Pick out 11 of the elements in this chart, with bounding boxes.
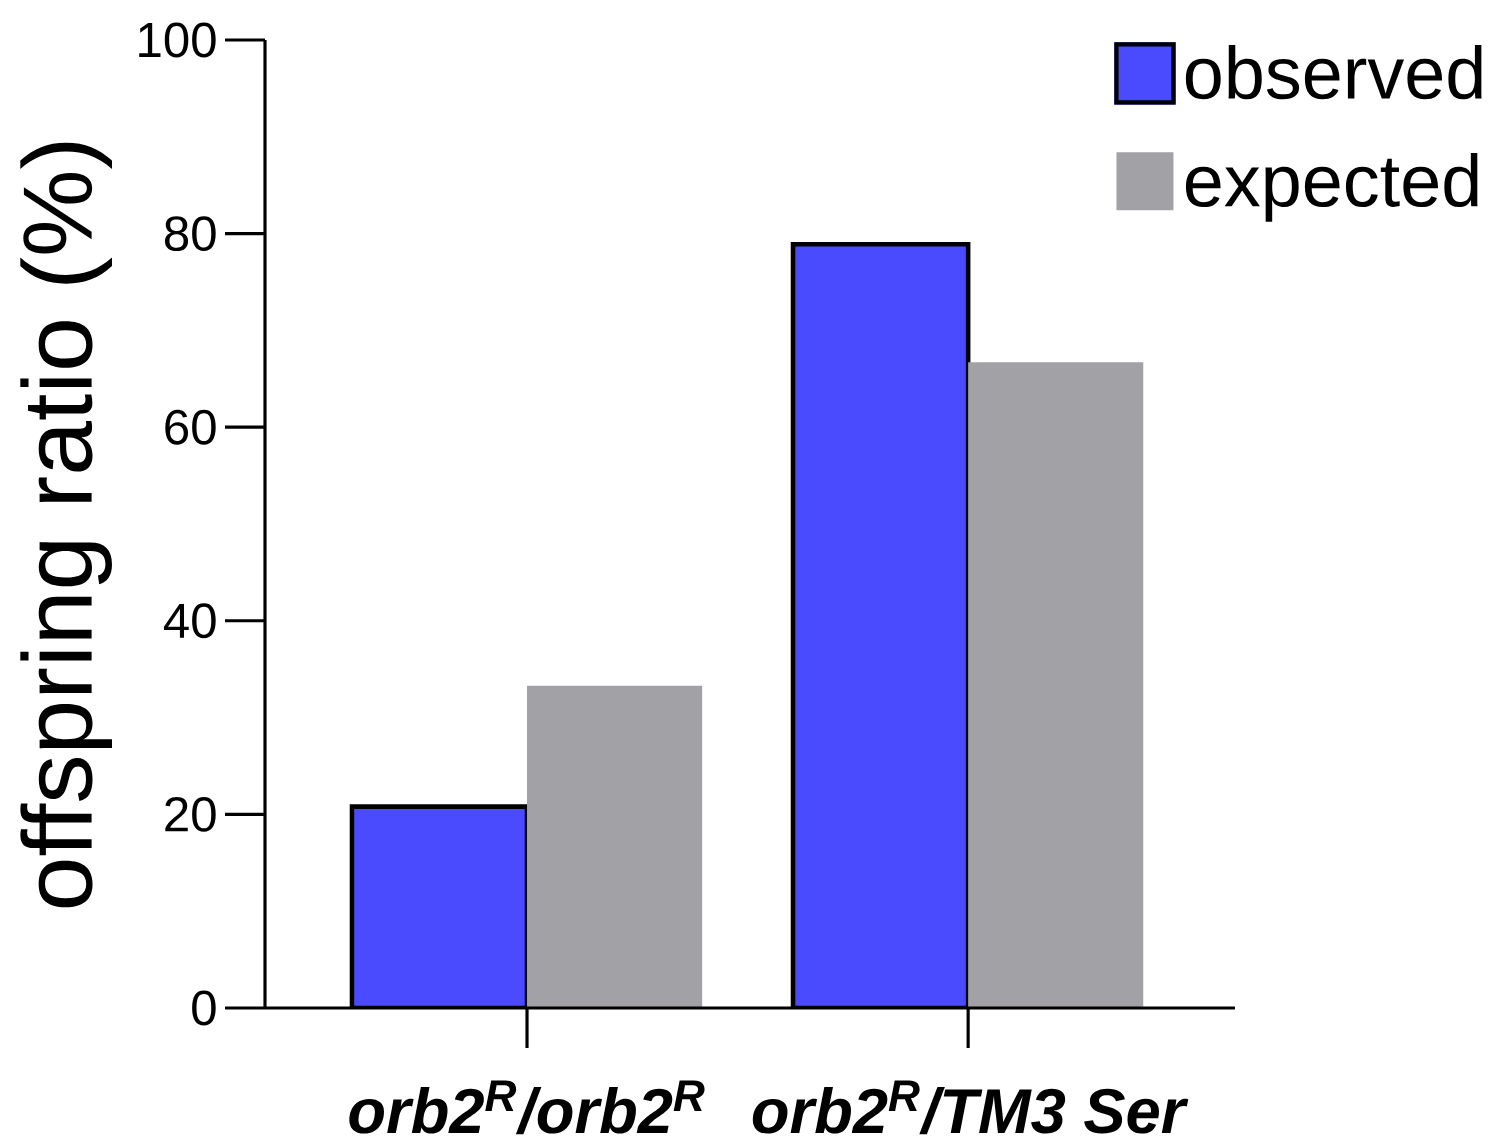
y-axis-title: offspring ratio (%) <box>20 142 112 908</box>
y-tick-label: 80 <box>165 216 216 252</box>
x-tick-label: orb2$^{R}$/TM3 Ser <box>752 1080 1189 1135</box>
y-tick-label: 100 <box>139 22 216 58</box>
y-tick-label: 60 <box>165 409 216 445</box>
legend-label: expected <box>1185 152 1478 222</box>
y-tick-label: 40 <box>163 603 216 639</box>
y-tick-label: 20 <box>165 796 216 832</box>
y-tick-label: 0 <box>192 990 216 1026</box>
x-tick-label: orb2$^{R}$/orb2$^{R}$ <box>349 1080 705 1135</box>
legend-label: observed <box>1185 45 1482 100</box>
